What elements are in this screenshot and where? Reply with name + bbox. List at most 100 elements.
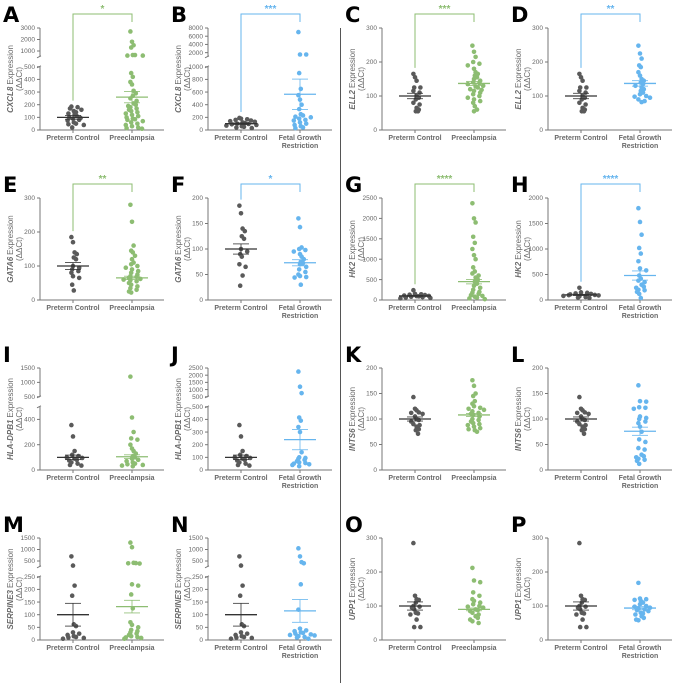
y-tick-label: 2000 [21, 37, 36, 44]
panel-b: B 0 200 400 600 800 1000 2000 4000 6000 8000 CXCL8E… [168, 0, 336, 172]
y-tick-label: 200 [192, 442, 203, 449]
data-point [129, 415, 135, 420]
data-point [240, 583, 245, 588]
significance-bracket [72, 183, 133, 232]
data-point [467, 86, 473, 92]
data-point [79, 463, 84, 468]
data-point [297, 120, 303, 125]
x-label-case: Preeclampsia [451, 135, 496, 142]
data-point [477, 405, 483, 411]
data-point [303, 117, 308, 123]
panel-f: F 0 50 100 150 200 GATA6Expression (ΔΔCt) Preter… [168, 170, 336, 342]
data-point [241, 634, 247, 640]
axis-break [36, 65, 42, 69]
y-tick-label: 500 [192, 404, 203, 411]
panel-k: K 0 50 100 150 200 INTS6Expression (ΔΔCt) Preter… [342, 340, 510, 512]
data-point [638, 64, 644, 70]
y-tick-label: 1000 [21, 380, 36, 387]
panel-p: P 0 100 200 300 UPP1Expression (ΔΔCt) Preterm C… [508, 510, 676, 682]
data-point [643, 415, 649, 421]
data-point [636, 97, 641, 102]
data-point [228, 636, 234, 642]
data-point [596, 293, 601, 298]
y-unit-label: (ΔΔCt) [357, 237, 366, 261]
y-tick-label: 200 [366, 569, 377, 576]
svg-text:CXCL8Expression: CXCL8Expression [6, 45, 15, 113]
data-point [296, 424, 301, 430]
y-axis-label: INTS6Expression (ΔΔCt) [348, 387, 366, 451]
data-point [298, 282, 304, 287]
y-axis-label: SERPINE3Expression(ΔΔCt) [6, 548, 24, 629]
data-point [249, 635, 255, 641]
y-tick-label: 300 [532, 25, 543, 32]
x-label-case: Preeclampsia [451, 475, 496, 482]
y-tick-label: 300 [366, 25, 377, 32]
data-point [128, 442, 133, 448]
x-label-case-line2: Restriction [622, 483, 659, 490]
x-label-control: Preterm Control [554, 475, 607, 482]
data-point [298, 418, 304, 423]
data-point [296, 460, 302, 465]
y-axis-label: SERPINE3Expression(ΔΔCt) [174, 548, 192, 629]
significance-bracket [414, 183, 475, 285]
panel-letter: K [345, 343, 362, 367]
data-point [128, 290, 134, 295]
data-point [119, 463, 125, 468]
y-axis-label: HLA-DPB1Expression(ΔΔCt) [6, 378, 24, 460]
y-tick-label: 200 [24, 229, 35, 236]
data-point [125, 53, 130, 58]
y-label-word: Expression [174, 215, 183, 255]
y-tick-label: 50 [196, 625, 204, 632]
data-point [70, 434, 76, 439]
data-point [471, 383, 477, 389]
data-point [582, 597, 588, 603]
svg-text:INTS6Expression: INTS6Expression [514, 387, 523, 451]
data-point [69, 554, 74, 559]
data-point [129, 582, 135, 587]
data-point [306, 462, 312, 467]
data-point [70, 563, 76, 568]
data-point [238, 563, 244, 568]
svg-text:UPP1Expression: UPP1Expression [514, 558, 523, 620]
y-tick-label: 100 [532, 603, 543, 610]
y-tick-label: 6000 [189, 33, 204, 40]
y-unit-label: (ΔΔCt) [183, 577, 192, 601]
axis-break [36, 575, 42, 579]
y-axis-label: ELL2Expression (ΔΔCt) [348, 48, 366, 109]
data-point [125, 117, 130, 123]
data-point [411, 624, 417, 630]
y-label-word: Expression [6, 548, 15, 588]
data-point [577, 421, 582, 427]
data-point [291, 118, 297, 123]
data-point [638, 295, 644, 301]
data-point [66, 111, 71, 116]
data-point [128, 120, 134, 125]
data-point [241, 236, 247, 242]
data-point [308, 632, 314, 637]
data-point [636, 43, 641, 48]
y-tick-label: 100 [192, 246, 203, 253]
data-point [583, 90, 588, 95]
y-tick-label: 2000 [363, 216, 378, 223]
significance-stars: ** [607, 4, 615, 15]
y-label-word: Expression [514, 558, 523, 598]
data-point [135, 113, 141, 119]
data-point [129, 39, 135, 45]
y-tick-label: 0 [539, 637, 543, 644]
panel-l: L 0 50 100 150 200 INTS6Expression (ΔΔCt) Preter… [508, 340, 676, 512]
y-tick-label: 200 [24, 102, 35, 109]
data-point [296, 29, 301, 35]
data-point [76, 268, 81, 274]
y-tick-label: 200 [192, 195, 203, 202]
data-point [292, 275, 297, 280]
y-unit-label: (ΔΔCt) [523, 237, 532, 261]
gene-name: INTS6 [514, 428, 523, 451]
data-point [244, 116, 250, 122]
panel-e: E 0 100 200 300 GATA6Expression (ΔΔCt) Preterm … [0, 170, 168, 342]
data-point [470, 234, 476, 240]
data-point [69, 282, 75, 287]
y-tick-label: 0 [373, 637, 377, 644]
data-point [636, 416, 642, 422]
y-label-word: Expression [6, 215, 15, 255]
data-point [637, 92, 643, 97]
